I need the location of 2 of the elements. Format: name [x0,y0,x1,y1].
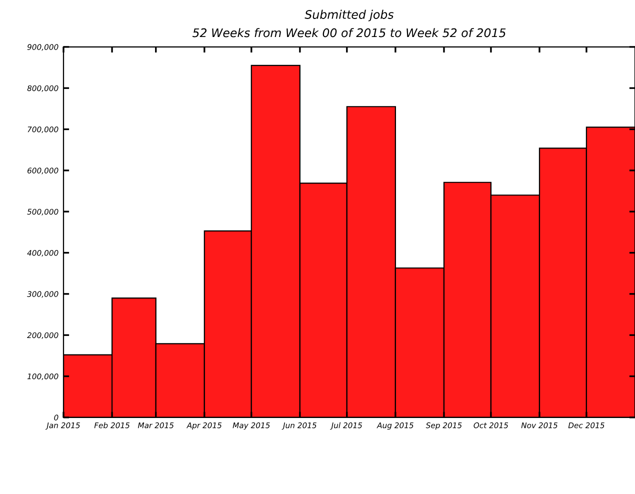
chart-subtitle: 52 Weeks from Week 00 of 2015 to Week 52 of 2015 [192,28,506,38]
chart-title: Submitted jobs [304,10,394,22]
